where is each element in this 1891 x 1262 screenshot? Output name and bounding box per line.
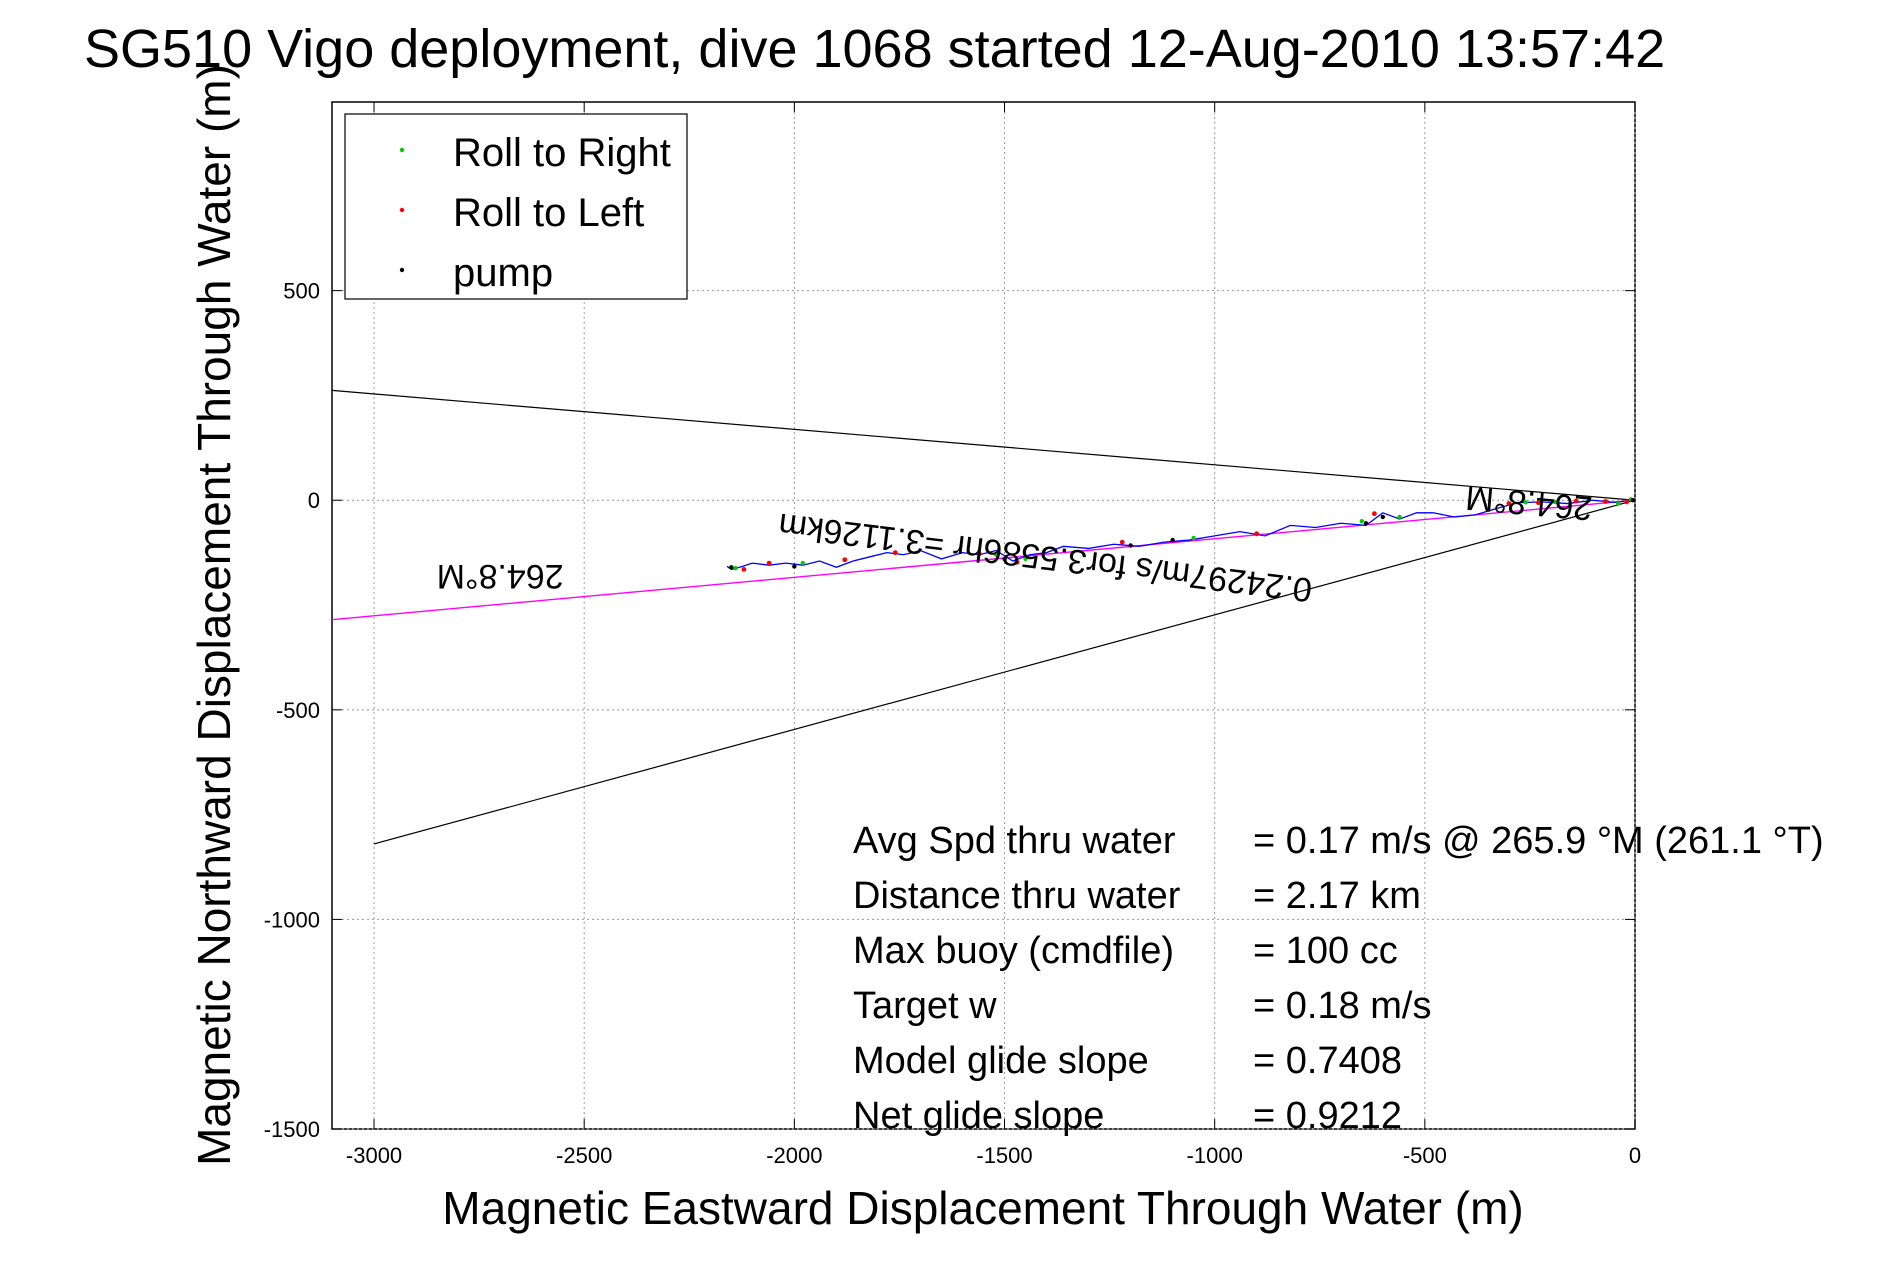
roll-left-point <box>1254 531 1260 537</box>
stats-block: Avg Spd thru water = 0.17 m/s @ 265.9 °M … <box>853 820 1824 1137</box>
stats-value: = 0.9212 <box>1253 1095 1402 1137</box>
pump-point <box>792 564 797 569</box>
pump-point <box>1630 498 1636 503</box>
x-tick-label: -2500 <box>556 1143 612 1168</box>
roll-left-point <box>766 560 772 566</box>
roll-left-point <box>892 550 898 556</box>
legend-marker <box>399 207 405 213</box>
glider-track <box>726 499 1636 571</box>
reference-lines <box>331 389 1636 845</box>
stats-label: Max buoy (cmdfile) <box>853 930 1174 972</box>
pump-point <box>1170 537 1175 543</box>
x-axis-label: Magnetic Eastward Displacement Through W… <box>442 1182 1523 1234</box>
roll-left-point <box>1535 500 1541 506</box>
stats-value: = 0.7408 <box>1253 1040 1402 1082</box>
roll-left-point <box>741 566 747 572</box>
roll-right-point <box>993 552 999 557</box>
chart-title: SG510 Vigo deployment, dive 1068 started… <box>84 19 1665 79</box>
heading-annotation: 264.8°M <box>437 557 564 595</box>
roll-left-point <box>1573 498 1579 504</box>
pump-point <box>1128 543 1133 548</box>
track-line <box>726 499 1636 571</box>
cone-line-2 <box>373 499 1636 845</box>
markers <box>729 497 1636 572</box>
roll-left-point <box>1603 499 1608 504</box>
stats-label: Model glide slope <box>853 1040 1149 1082</box>
roll-right-point <box>800 560 805 566</box>
legend-marker <box>399 147 405 153</box>
legend-label: Roll to Right <box>453 131 671 175</box>
x-tick-label: -1000 <box>1187 1143 1243 1168</box>
x-tick-label: -3000 <box>346 1143 402 1168</box>
stats-value: = 100 cc <box>1253 930 1398 972</box>
y-axis-label: Magnetic Northward Displacement Through … <box>188 64 240 1166</box>
legend: Roll to Right Roll to Left pump <box>344 113 688 300</box>
roll-left-point <box>976 551 982 557</box>
stats-value: = 0.17 m/s @ 265.9 °M (261.1 °T) <box>1253 820 1824 862</box>
stats-label: Distance thru water <box>853 875 1181 917</box>
legend-marker <box>399 267 405 273</box>
stats-label: Target w <box>853 985 997 1027</box>
cone-line-1 <box>331 389 1636 501</box>
roll-left-point <box>842 557 848 563</box>
roll-left-point <box>1119 539 1125 545</box>
y-tick-label: -1500 <box>264 1117 320 1142</box>
roll-right-point <box>1523 500 1528 505</box>
stats-value: = 0.18 m/s <box>1253 985 1431 1027</box>
roll-right-point <box>1615 501 1621 506</box>
y-tick-label: -1000 <box>264 907 320 932</box>
legend-label: pump <box>453 251 553 295</box>
stats-label: Avg Spd thru water <box>853 820 1176 862</box>
roll-left-point <box>1014 559 1020 565</box>
roll-left-point <box>1506 501 1512 506</box>
heading-line <box>331 499 1636 621</box>
x-tick-label: 0 <box>1629 1143 1641 1168</box>
x-tick-label: -2000 <box>766 1143 822 1168</box>
roll-right-point <box>1397 514 1402 520</box>
x-tick-label: -500 <box>1403 1143 1447 1168</box>
y-tick-label: 500 <box>283 279 320 304</box>
x-axis-ticks: -3000 -2500 -2000 -1500 -1000 -500 0 <box>346 102 1641 1168</box>
x-tick-label: -1500 <box>976 1143 1032 1168</box>
roll-right-point <box>1191 535 1196 541</box>
roll-right-point <box>733 565 738 571</box>
pump-point <box>1363 521 1369 526</box>
roll-right-point <box>1552 499 1558 505</box>
roll-right-point <box>1023 556 1028 562</box>
roll-right-point <box>1586 498 1591 503</box>
roll-left-point <box>1624 499 1629 505</box>
pump-point <box>1002 556 1007 562</box>
legend-label: Roll to Left <box>453 191 644 235</box>
roll-left-point <box>1372 511 1377 517</box>
pump-point <box>729 565 734 570</box>
stats-value: = 2.17 km <box>1253 875 1421 917</box>
roll-right-point <box>1359 518 1364 524</box>
y-axis-ticks: -1500 -1000 -500 0 500 <box>264 279 1635 1142</box>
y-tick-label: 0 <box>308 488 320 513</box>
y-tick-label: -500 <box>276 698 320 723</box>
pump-point <box>1380 514 1386 520</box>
stats-label: Net glide slope <box>853 1095 1104 1137</box>
